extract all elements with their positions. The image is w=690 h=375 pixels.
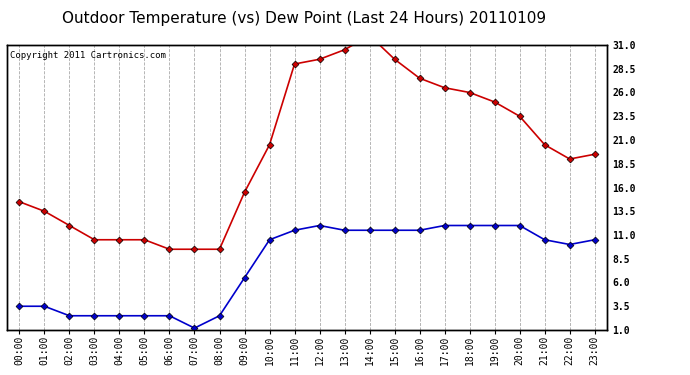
Text: Copyright 2011 Cartronics.com: Copyright 2011 Cartronics.com: [10, 51, 166, 60]
Text: Outdoor Temperature (vs) Dew Point (Last 24 Hours) 20110109: Outdoor Temperature (vs) Dew Point (Last…: [61, 11, 546, 26]
